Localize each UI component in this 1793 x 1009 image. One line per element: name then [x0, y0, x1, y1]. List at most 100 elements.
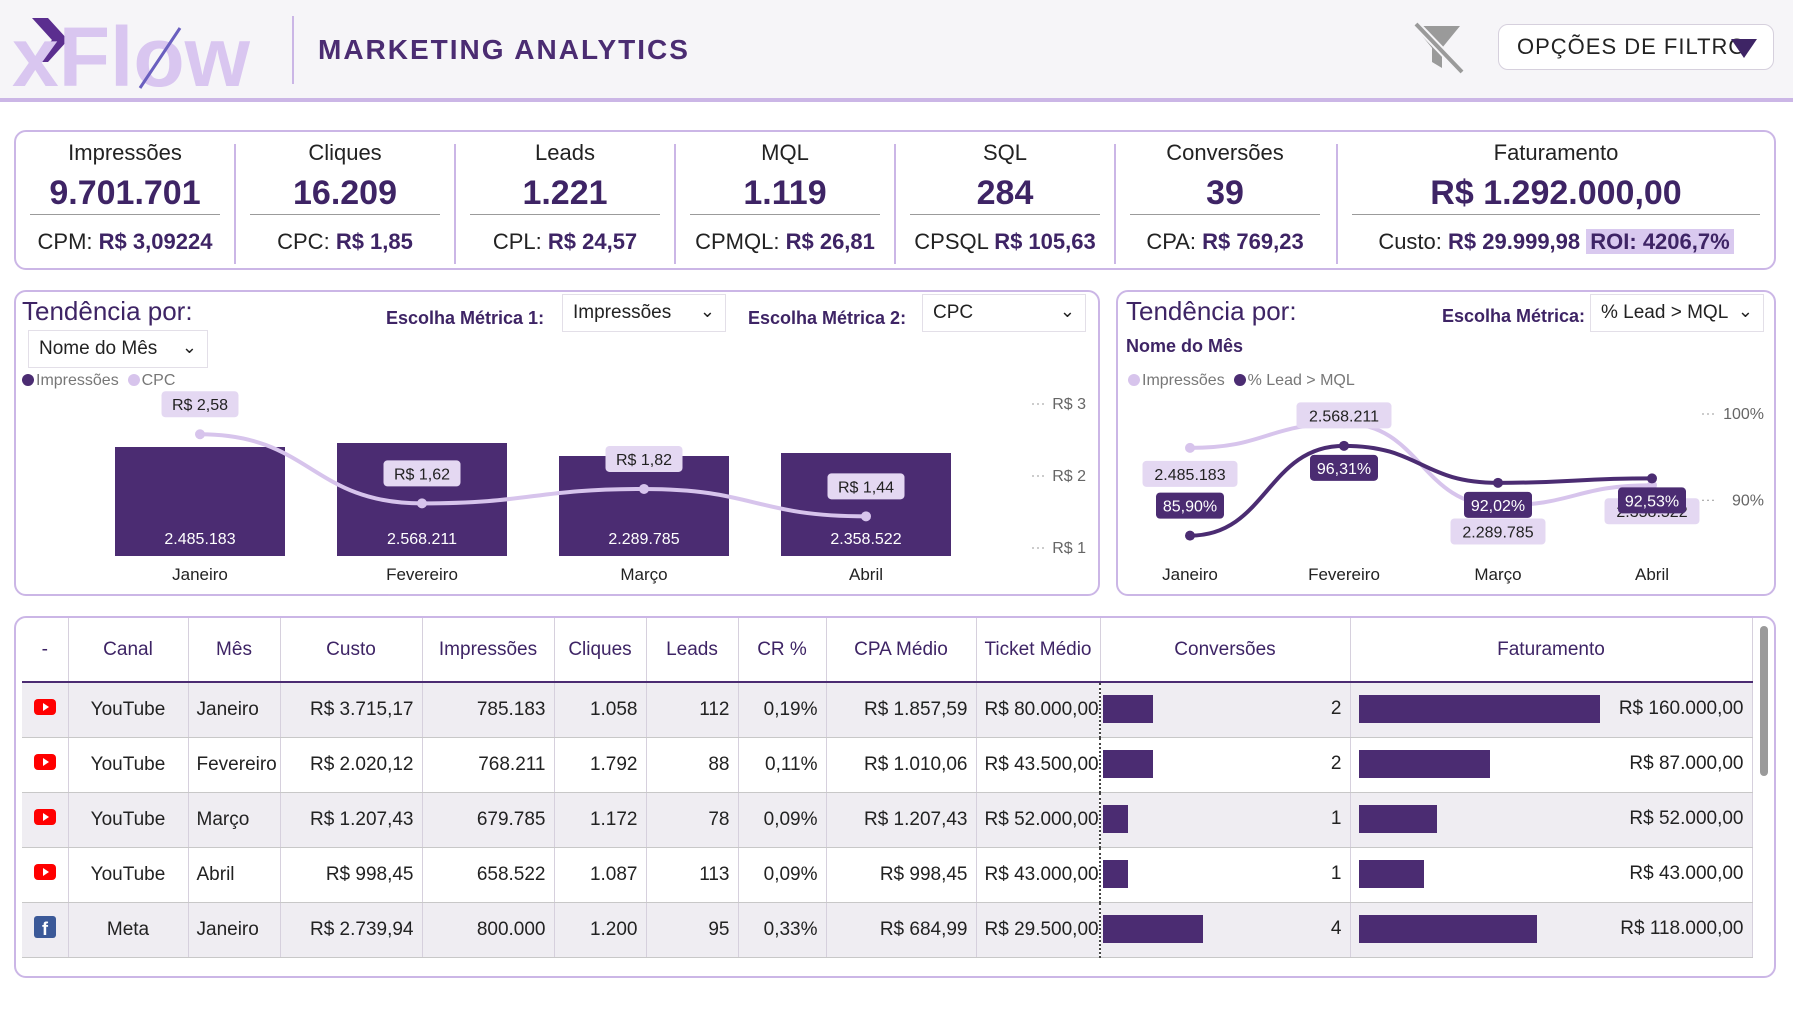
- svg-text:f: f: [42, 919, 49, 938]
- trend-right-title: Tendência por:: [1126, 296, 1297, 326]
- column-header[interactable]: Impressões: [422, 618, 555, 683]
- metric-select[interactable]: % Lead > MQL ⌄: [1590, 294, 1764, 332]
- metric1-label: Escolha Métrica 1:: [386, 308, 545, 328]
- kpi-sub-label: CPMQL:: [695, 229, 780, 254]
- kpi-underline: [250, 214, 440, 215]
- x-tick-label: Abril: [849, 565, 883, 584]
- filter-options-button[interactable]: OPÇÕES DE FILTRO: [1498, 24, 1774, 70]
- legend-item-impressoes[interactable]: Impressões: [22, 372, 119, 389]
- table-body: YouTube Janeiro R$ 3.715,17 785.183 1.058 112…: [22, 682, 1753, 958]
- column-header[interactable]: CPA Médio: [826, 618, 977, 683]
- cpc-point: [417, 498, 427, 509]
- lead-mql-point: [1339, 440, 1349, 451]
- y-tick-label: R$ 2: [1052, 468, 1086, 485]
- kpi-underline: [1130, 214, 1320, 215]
- kpi-separator: [454, 144, 456, 264]
- xflow-logo: xFlow: [12, 10, 272, 104]
- table-row[interactable]: YouTube Fevereiro R$ 2.020,12 768.211 1.792 8…: [22, 737, 1753, 793]
- youtube-icon: [33, 753, 56, 770]
- legend-label: Impressões: [1142, 372, 1225, 389]
- conversoes-bar: [1103, 859, 1128, 888]
- kpi-value: 1.221: [522, 174, 608, 212]
- legend-item-impressoes[interactable]: Impressões: [1128, 372, 1225, 389]
- kpi-sub: CPL: R$ 24,57: [456, 229, 674, 255]
- period-select[interactable]: Nome do Mês ⌄: [28, 330, 208, 368]
- y-tick-label: 90%: [1732, 492, 1764, 509]
- channel-icon-cell: [22, 792, 69, 848]
- impressoes-bar: [781, 453, 951, 556]
- column-header[interactable]: Custo: [280, 618, 423, 683]
- cell-custo: R$ 998,45: [280, 847, 423, 903]
- cpc-data-label: R$ 1,62: [394, 466, 450, 483]
- kpi-sub: CPM: R$ 3,09224: [16, 229, 234, 255]
- cell-cliques: 1.172: [554, 792, 647, 848]
- trend-panel-left: Tendência por: Nome do Mês ⌄ Escolha Mét…: [14, 290, 1100, 596]
- column-header[interactable]: -: [22, 618, 69, 683]
- table-row[interactable]: f Meta Janeiro R$ 2.739,94 800.000 1.200 95 0,3…: [22, 902, 1753, 958]
- cell-cpa: R$ 1.857,59: [826, 682, 977, 738]
- column-header[interactable]: Mês: [188, 618, 281, 683]
- kpi-leads: Leads 1.221 CPL: R$ 24,57: [456, 132, 674, 272]
- kpi-cliques: Cliques 16.209 CPC: R$ 1,85: [236, 132, 454, 272]
- cpc-data-label-box: [161, 391, 239, 418]
- column-header[interactable]: Leads: [646, 618, 739, 683]
- y-tick-label: R$ 1: [1052, 540, 1086, 557]
- cell-conversoes: 4: [1099, 902, 1351, 958]
- cell-mes: Janeiro: [188, 682, 281, 738]
- cell-mes: Janeiro: [188, 902, 281, 958]
- kpi-sub-value: R$ 3,09224: [98, 229, 213, 254]
- channel-table: - Canal Mês Custo Impressões Cliques Lea…: [22, 618, 1753, 958]
- kpi-label: Leads: [535, 140, 595, 165]
- cpc-point: [639, 483, 649, 494]
- column-header[interactable]: Cliques: [554, 618, 647, 683]
- legend-item-lead-mql[interactable]: % Lead > MQL: [1233, 372, 1355, 389]
- conversoes-value: 1: [1330, 807, 1342, 829]
- kpi-label: Impressões: [68, 140, 182, 165]
- trend-panel-right: Tendência por: Nome do Mês Escolha Métri…: [1116, 290, 1776, 596]
- conversoes-value: 1: [1330, 862, 1342, 884]
- cpc-data-label-box: [827, 473, 905, 500]
- cell-custo: R$ 1.207,43: [280, 792, 423, 848]
- table-row[interactable]: YouTube Abril R$ 998,45 658.522 1.087 113 0,09…: [22, 847, 1753, 903]
- cell-impressoes: 679.785: [422, 792, 555, 848]
- table-row[interactable]: YouTube Janeiro R$ 3.715,17 785.183 1.058 112…: [22, 682, 1753, 738]
- legend-item-cpc[interactable]: CPC: [127, 372, 175, 389]
- impressoes-bar: [115, 447, 285, 556]
- kpi-label: MQL: [761, 140, 809, 165]
- kpi-mql: MQL 1.119 CPMQL: R$ 26,81: [676, 132, 894, 272]
- cpc-line: [199, 432, 867, 519]
- cell-canal: YouTube: [68, 737, 189, 793]
- trend-right-legend: Impressões % Lead > MQL: [1128, 372, 1355, 390]
- table-row[interactable]: YouTube Março R$ 1.207,43 679.785 1.172 78 0,0…: [22, 792, 1753, 848]
- cell-faturamento: R$ 87.000,00: [1350, 737, 1753, 793]
- table-scrollbar[interactable]: [1760, 626, 1768, 776]
- kpi-underline: [30, 214, 220, 215]
- cell-faturamento: R$ 52.000,00: [1350, 792, 1753, 848]
- column-header[interactable]: Faturamento: [1350, 618, 1753, 683]
- column-header[interactable]: Ticket Médio: [976, 618, 1101, 683]
- column-header[interactable]: Conversões: [1100, 618, 1351, 683]
- faturamento-bar: [1358, 749, 1490, 778]
- conversoes-value: 2: [1330, 698, 1342, 719]
- cell-cr: 0,11%: [738, 737, 827, 793]
- metric2-select[interactable]: CPC ⌄: [922, 294, 1086, 332]
- conversoes-bar: [1103, 695, 1153, 723]
- kpi-impressoes: Impressões 9.701.701 CPM: R$ 3,09224: [16, 132, 234, 272]
- kpi-sub-value: R$ 26,81: [785, 229, 875, 254]
- cell-leads: 112: [646, 682, 739, 738]
- cell-cr: 0,33%: [738, 902, 827, 958]
- kpi-value: R$ 1.292.000,00: [1430, 174, 1682, 212]
- impressoes-data-label-box: [1142, 460, 1238, 487]
- clear-filter-icon[interactable]: [1408, 18, 1466, 76]
- metric1-select[interactable]: Impressões ⌄: [562, 294, 726, 332]
- cpc-point: [861, 511, 871, 522]
- cell-leads: 113: [646, 847, 739, 903]
- column-header[interactable]: CR %: [738, 618, 827, 683]
- bar-value-label: 2.485.183: [164, 531, 235, 548]
- cell-mes: Abril: [188, 847, 281, 903]
- faturamento-value: R$ 43.000,00: [1629, 862, 1744, 884]
- column-header[interactable]: Canal: [68, 618, 189, 683]
- cell-cpa: R$ 1.010,06: [826, 737, 977, 793]
- cell-cr: 0,09%: [738, 847, 827, 903]
- impressoes-bar: [559, 456, 729, 556]
